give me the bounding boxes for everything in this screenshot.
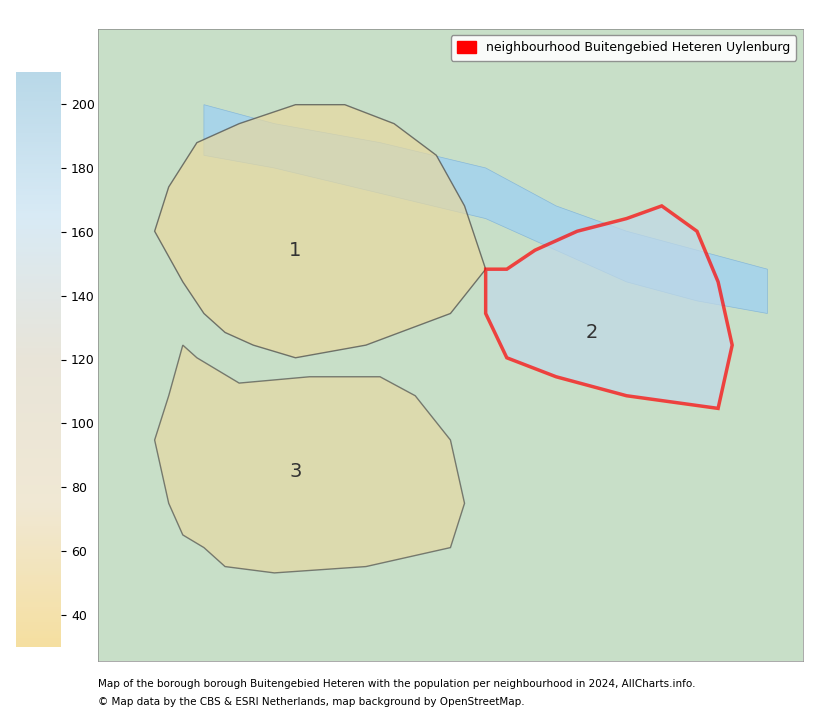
Text: 1: 1: [289, 241, 301, 260]
Text: 3: 3: [289, 462, 301, 481]
Polygon shape: [486, 206, 732, 408]
Text: © Map data by the CBS & ESRI Netherlands, map background by OpenStreetMap.: © Map data by the CBS & ESRI Netherlands…: [98, 697, 525, 707]
Polygon shape: [155, 105, 486, 358]
Text: 2: 2: [585, 323, 598, 342]
Polygon shape: [155, 345, 464, 573]
Text: Map of the borough borough Buitengebied Heteren with the population per neighbou: Map of the borough borough Buitengebied …: [98, 679, 696, 690]
Legend: neighbourhood Buitengebied Heteren Uylenburg: neighbourhood Buitengebied Heteren Uylen…: [451, 35, 796, 60]
Polygon shape: [204, 105, 767, 313]
